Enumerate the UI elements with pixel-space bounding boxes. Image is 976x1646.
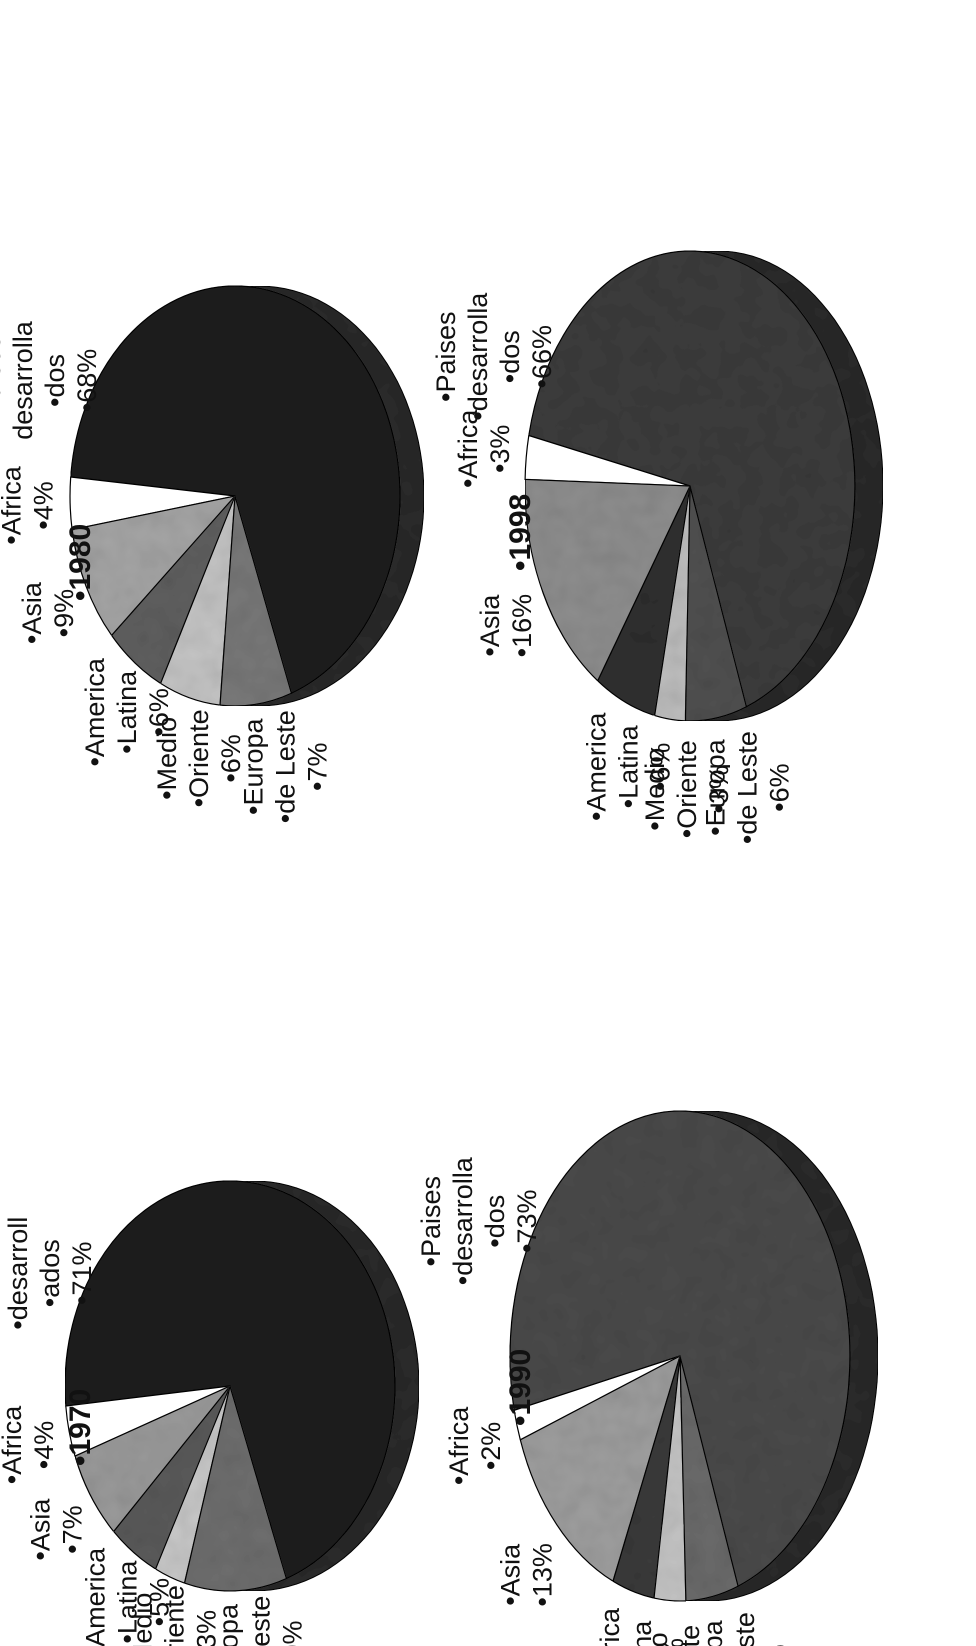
slice-label-5: •Europa•de Leste•10% [214,1596,308,1646]
pie-chart-3: •1998 •Paises•desarrolla•dos•66%•Africa•3… [431,250,884,844]
pie-slice-5 [219,495,293,707]
slice-label-3: •America•Latina•4% [595,1607,689,1646]
slice-label-1: •Africa•4% [0,465,59,544]
pie-slice-0 [64,1180,396,1580]
chart-title: •1970 [64,1389,97,1466]
slice-label-2: •Asia•16% [475,594,537,658]
slice-label-3: •America•Latina•6% [80,657,174,766]
pie-slice-2 [71,495,237,637]
slice-label-1: •Africa•3% [453,409,515,488]
slice-label-3: •America•Latina•5% [81,1547,175,1646]
pie-slice-5 [684,485,748,722]
slice-label-0: •Paises•desarroll•ados•71% [0,1217,97,1330]
pie-slice-5 [679,1355,739,1602]
pie-slice-0 [509,1110,851,1588]
pie-slice-2 [519,1354,681,1583]
pie-chart-2: •1990 •Paises•desarrolla•dos•73% •Africa•2… [416,1110,879,1646]
slice-label-5: •Europa•de Leste•5% [698,1612,792,1646]
slice-label-0: •Paises•desarrolla•dos•66% [431,292,557,421]
slice-label-0: •Paisesdesarrolla•dos•68% [0,320,102,440]
slice-label-2: •Asia•9% [17,581,79,644]
slice-label-1: •Africa•4% [0,1405,59,1484]
pie-chart-1: •1980 •Paisesdesarrolla•dos•68% •Africa•4%… [0,285,425,823]
slice-label-4: •Medio•Oriente•3% [643,1625,737,1646]
pie-slice-0 [70,285,401,695]
pie-slice-5 [183,1383,288,1592]
chart-title: •1980 [64,524,97,601]
slice-label-2: •Asia•13% [495,1543,557,1607]
slice-label-4: •Medio•Oriente•3% [128,1585,222,1646]
slice-label-5: •Europa•de Leste•6% [700,731,794,844]
pie-slice-2 [524,478,691,682]
slice-label-3: •America•Latina•6% [582,712,676,821]
slice-label-0: •Paises•desarrolla•dos•73% [416,1156,542,1285]
pie-slice-0 [528,250,856,708]
slice-label-4: •Medio•Oriente•6% [152,709,246,807]
chart-title: •1990 [504,1349,537,1426]
chart-title: •1998 [504,494,537,571]
slice-label-4: •Medio•Oriente•3% [640,740,734,838]
slice-label-2: •Asia•7% [25,1498,87,1561]
slice-label-1: •Africa•2% [444,1406,506,1485]
slice-label-5: •Europa•de Leste•7% [239,710,333,823]
pie-chart-0: •1970 •Paises•desarroll•ados•71% •Africa•4… [0,1180,420,1646]
